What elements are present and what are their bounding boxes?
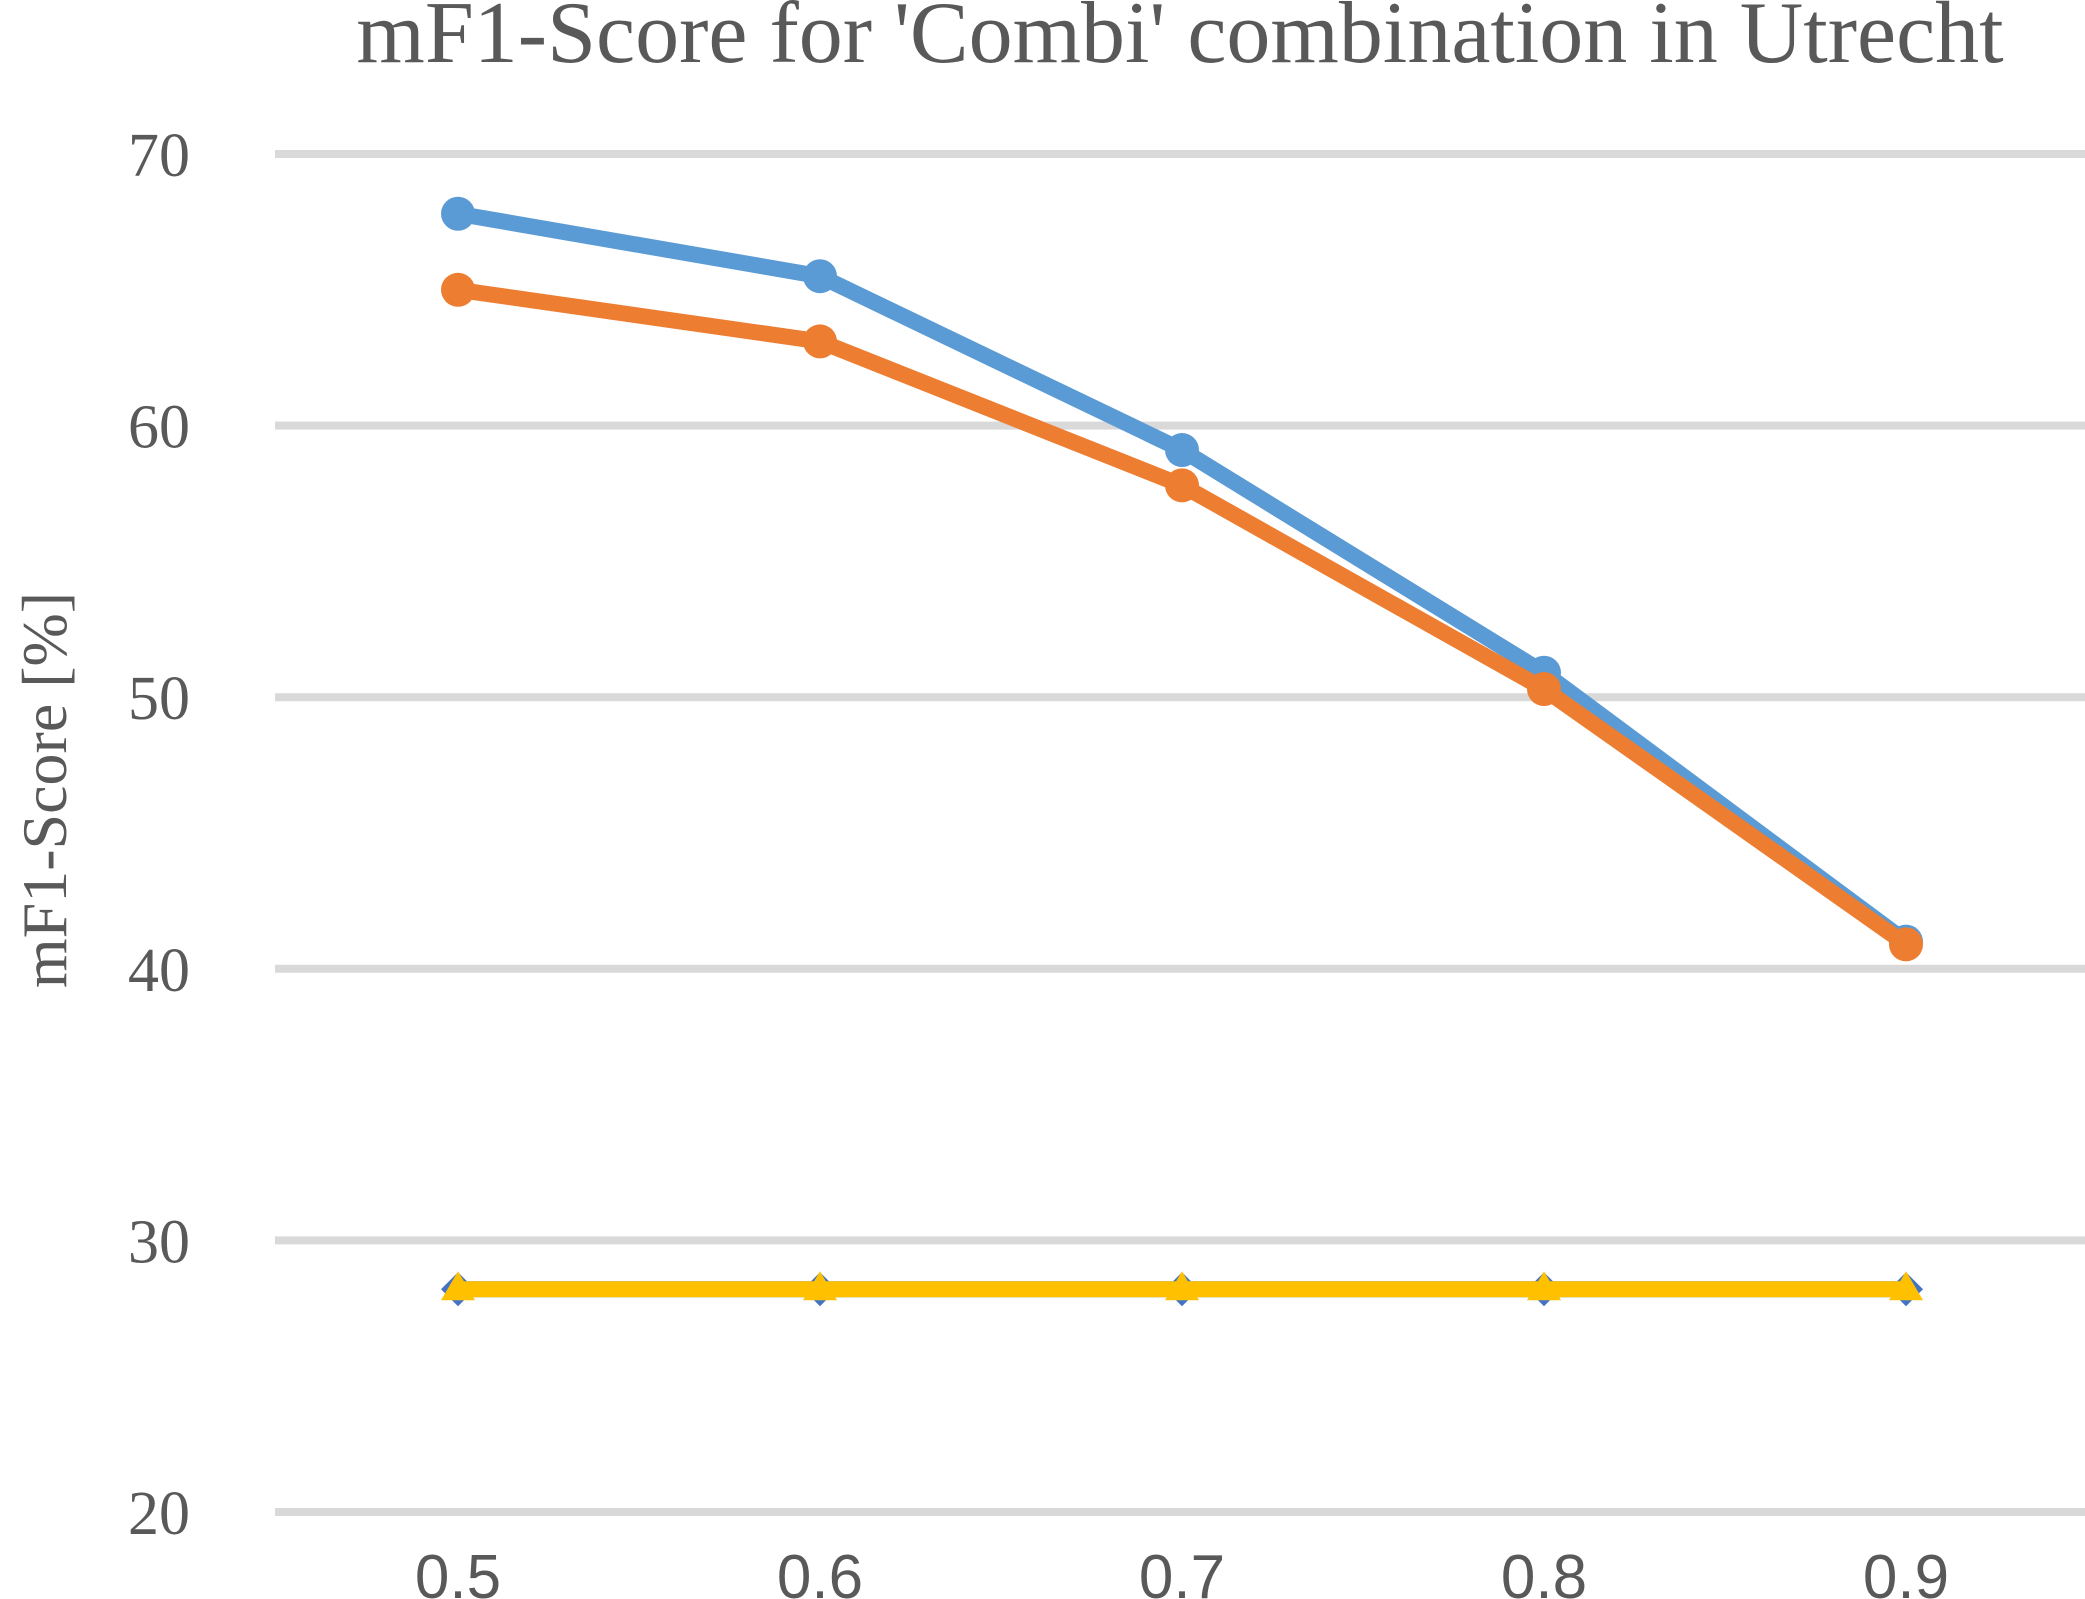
- series-4-point: [1889, 1271, 1923, 1301]
- series-2-point: [1527, 672, 1561, 707]
- x-tick-label: 0.8: [1501, 1543, 1587, 1599]
- gridlines: [275, 150, 2085, 1516]
- series-4-point: [1527, 1271, 1561, 1301]
- y-tick-label: 40: [128, 937, 190, 1005]
- series-4-point: [803, 1271, 837, 1301]
- y-tick-label: 50: [128, 665, 190, 733]
- series-group: [441, 196, 1923, 1307]
- y-axis-label: mF1-Score [%]: [9, 592, 80, 988]
- chart-title: mF1-Score for 'Combi' combination in Utr…: [356, 0, 2003, 82]
- y-tick-label: 20: [128, 1480, 190, 1548]
- x-axis-ticks: 0.5 0.6 0.7 0.8 0.9: [415, 1543, 1949, 1599]
- series-4-point: [441, 1271, 475, 1301]
- y-tick-label: 60: [128, 394, 190, 462]
- series-2-point: [803, 324, 837, 359]
- series-2-point: [441, 272, 475, 307]
- series-1-point: [1165, 433, 1199, 468]
- x-tick-label: 0.7: [1139, 1543, 1225, 1599]
- series-1-point: [803, 259, 837, 294]
- x-tick-label: 0.9: [1863, 1543, 1949, 1599]
- x-tick-label: 0.6: [777, 1543, 863, 1599]
- series-4-point: [1165, 1271, 1199, 1301]
- series-2-point: [1165, 468, 1199, 503]
- y-tick-label: 70: [128, 122, 190, 190]
- series-4: [441, 1271, 1923, 1301]
- series-2: [441, 272, 1923, 962]
- y-axis-ticks: 20 30 40 50 60 70: [128, 122, 190, 1548]
- series-2-line: [450, 281, 1914, 953]
- series-2-point: [1889, 927, 1923, 962]
- series-1-point: [441, 196, 475, 231]
- x-tick-label: 0.5: [415, 1543, 501, 1599]
- y-tick-label: 30: [128, 1208, 190, 1276]
